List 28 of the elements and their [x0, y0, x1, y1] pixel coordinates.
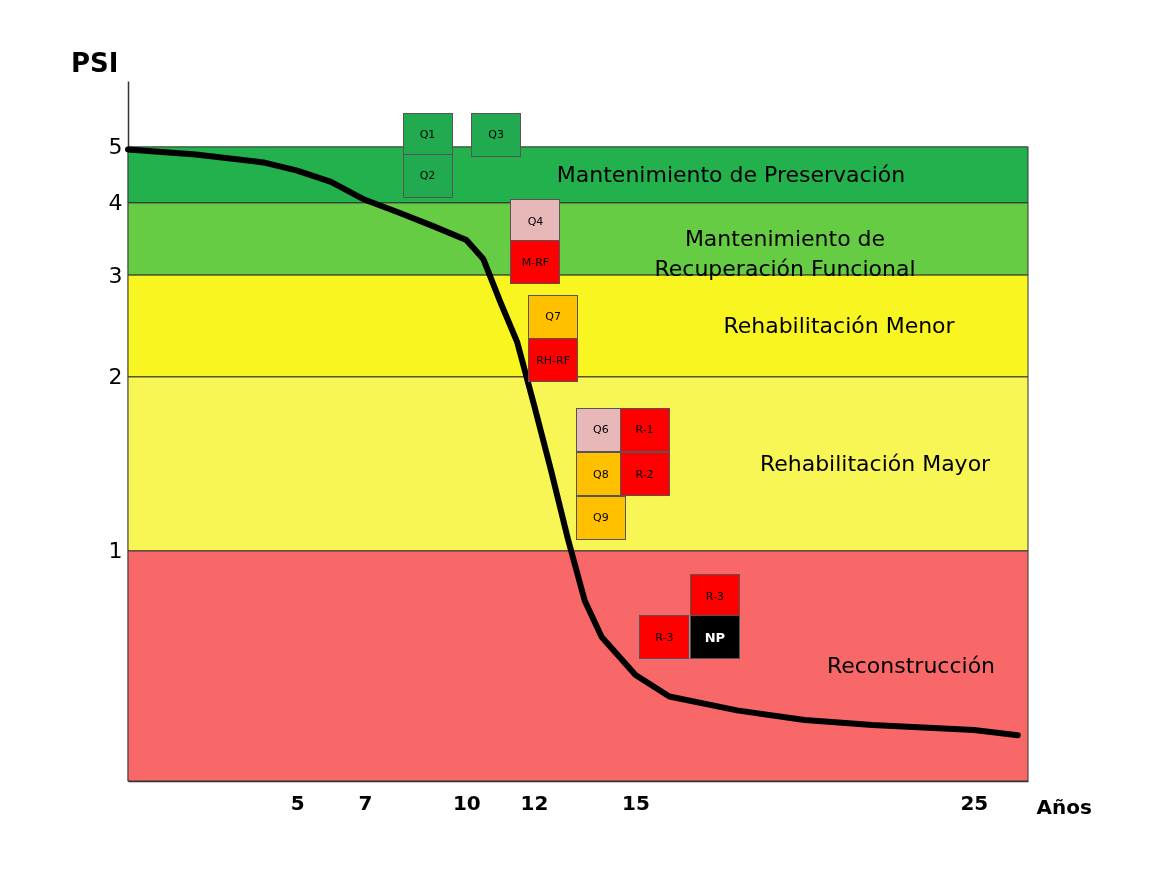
band-label: Mantenimiento de Recuperación Funcional: [654, 226, 916, 282]
code-tag: Q2: [402, 153, 453, 198]
y-tick-label: 2: [108, 364, 123, 390]
code-tag: M-RF: [510, 240, 561, 285]
band-label: Reconstrucción: [826, 652, 996, 678]
x-tick-label: 25: [960, 790, 989, 815]
x-tick-label: 5: [290, 790, 305, 815]
x-tick-label: 10: [452, 790, 481, 815]
band-label: Rehabilitación Mayor: [759, 450, 992, 476]
x-tick-label: 12: [520, 790, 549, 815]
x-tick-label: 7: [358, 790, 373, 815]
code-tag: Q9: [575, 495, 626, 540]
band-label: Rehabilitación Menor: [723, 313, 956, 339]
y-axis-title: PSI: [71, 47, 119, 78]
code-tag: R-3: [639, 615, 690, 660]
y-tick-label: 4: [108, 190, 123, 216]
x-tick-label: 15: [622, 790, 650, 815]
code-tag: Q7: [528, 294, 579, 339]
y-tick-label: 5: [108, 134, 123, 160]
band-label: Mantenimiento de Preservación: [556, 161, 906, 187]
y-tick-label: 1: [108, 538, 123, 564]
code-tag: RH-RF: [528, 338, 579, 383]
code-tag: Q3: [471, 112, 522, 157]
x-axis-title: Años: [1036, 794, 1092, 819]
code-tag: R-2: [619, 452, 670, 497]
code-tag: NP: [689, 615, 740, 660]
code-tag: R-1: [619, 407, 670, 452]
y-tick-label: 3: [108, 262, 123, 288]
